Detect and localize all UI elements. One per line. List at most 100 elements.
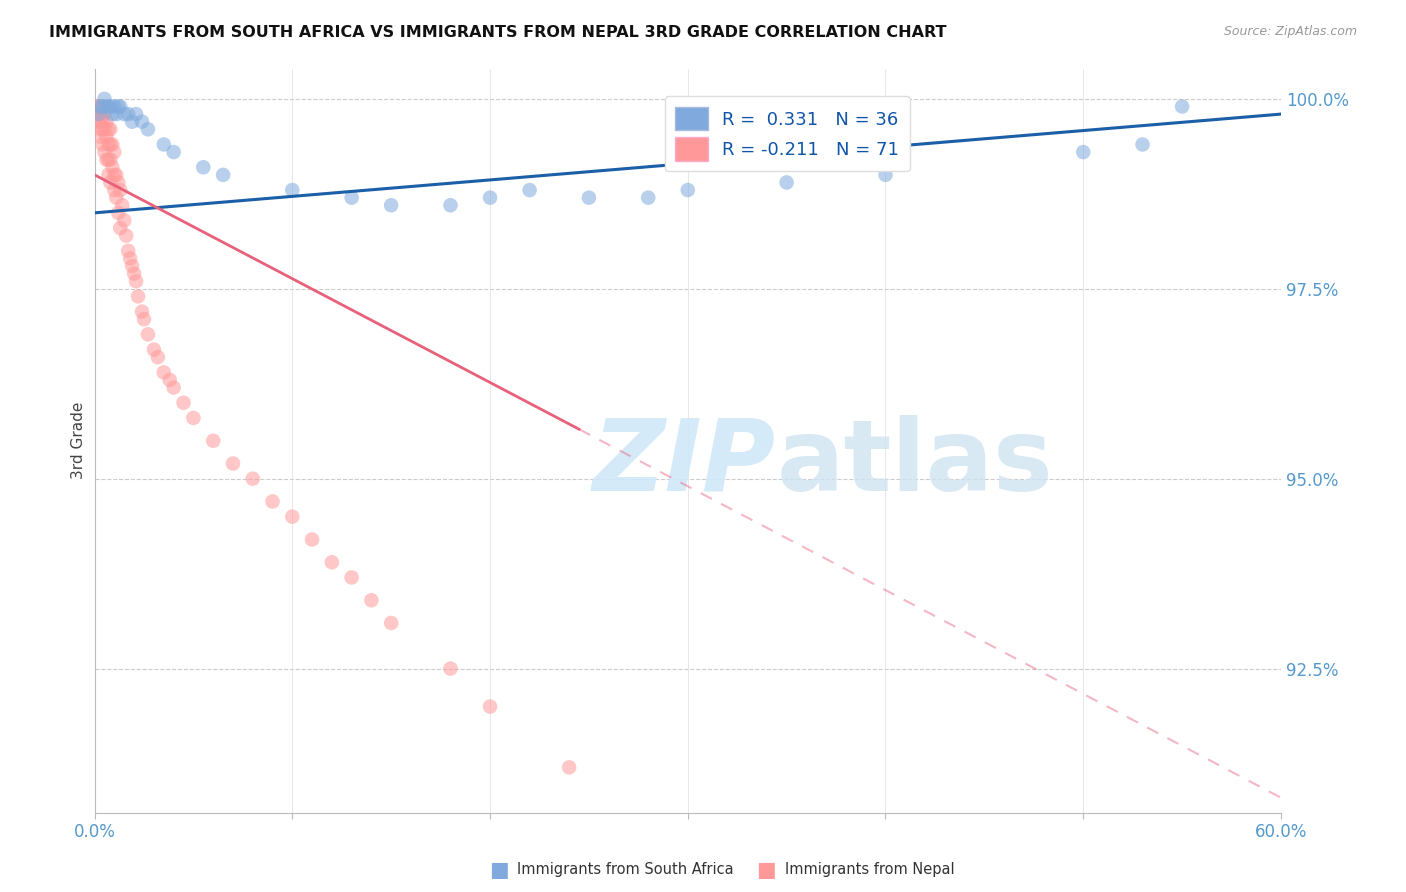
Point: [103, 99, 125, 113]
Point: [110, 99, 132, 113]
Point: [105, 168, 128, 182]
Text: Immigrants from Nepal: Immigrants from Nepal: [785, 863, 955, 877]
Text: Immigrants from South Africa: Immigrants from South Africa: [517, 863, 734, 877]
Point: [101, 137, 124, 152]
Point: [105, 191, 128, 205]
Point: [87, 114, 110, 128]
Point: [142, 343, 165, 357]
Point: [212, 168, 235, 182]
Text: ■: ■: [756, 860, 776, 880]
Point: [117, 244, 139, 258]
Point: [91, 107, 114, 121]
Point: [202, 434, 225, 448]
Point: [103, 145, 125, 159]
Point: [1071, 145, 1094, 159]
Text: IMMIGRANTS FROM SOUTH AFRICA VS IMMIGRANTS FROM NEPAL 3RD GRADE CORRELATION CHAR: IMMIGRANTS FROM SOUTH AFRICA VS IMMIGRAN…: [49, 25, 946, 40]
Legend: R =  0.331   N = 36, R = -0.211   N = 71: R = 0.331 N = 36, R = -0.211 N = 71: [665, 96, 910, 171]
Point: [183, 411, 205, 425]
Point: [122, 267, 145, 281]
Point: [360, 593, 382, 607]
Point: [775, 176, 797, 190]
Point: [127, 289, 149, 303]
Point: [146, 350, 169, 364]
Text: ■: ■: [489, 860, 509, 880]
Point: [131, 304, 153, 318]
Point: [163, 145, 186, 159]
Point: [96, 114, 118, 128]
Point: [96, 129, 118, 144]
Point: [117, 107, 139, 121]
Point: [89, 107, 111, 121]
Point: [1171, 99, 1194, 113]
Point: [115, 228, 138, 243]
Point: [100, 122, 122, 136]
Point: [87, 107, 110, 121]
Text: atlas: atlas: [776, 415, 1053, 511]
Point: [97, 153, 120, 167]
Point: [875, 168, 897, 182]
Text: ZIP: ZIP: [593, 415, 776, 511]
Point: [100, 176, 122, 190]
Point: [89, 114, 111, 128]
Point: [107, 99, 129, 113]
Point: [340, 570, 363, 584]
Point: [439, 662, 461, 676]
Point: [121, 114, 143, 128]
Point: [281, 509, 304, 524]
Point: [439, 198, 461, 212]
Point: [112, 107, 135, 121]
Point: [1132, 137, 1154, 152]
Point: [125, 274, 148, 288]
Point: [91, 122, 114, 136]
Point: [86, 99, 108, 113]
Point: [121, 259, 143, 273]
Point: [380, 615, 402, 630]
Point: [301, 533, 323, 547]
Point: [120, 252, 142, 266]
Point: [131, 114, 153, 128]
Point: [519, 183, 541, 197]
Point: [159, 373, 181, 387]
Point: [96, 99, 118, 113]
Point: [193, 161, 215, 175]
Point: [110, 183, 132, 197]
Point: [173, 395, 195, 409]
Point: [91, 137, 114, 152]
Point: [105, 107, 128, 121]
Point: [479, 699, 502, 714]
Point: [222, 457, 245, 471]
Point: [97, 168, 120, 182]
Point: [321, 555, 343, 569]
Point: [103, 183, 125, 197]
Point: [97, 137, 120, 152]
Point: [86, 107, 108, 121]
Point: [96, 153, 118, 167]
Point: [103, 168, 125, 182]
Point: [93, 107, 115, 121]
Point: [125, 107, 148, 121]
Point: [100, 153, 122, 167]
Y-axis label: 3rd Grade: 3rd Grade: [72, 402, 86, 479]
Point: [97, 122, 120, 136]
Point: [91, 114, 114, 128]
Point: [152, 365, 174, 379]
Point: [340, 191, 363, 205]
Point: [558, 760, 581, 774]
Point: [637, 191, 659, 205]
Point: [111, 198, 134, 212]
Point: [100, 137, 122, 152]
Point: [136, 122, 159, 136]
Point: [578, 191, 600, 205]
Text: Source: ZipAtlas.com: Source: ZipAtlas.com: [1223, 25, 1357, 38]
Point: [152, 137, 174, 152]
Point: [262, 494, 284, 508]
Point: [112, 213, 135, 227]
Point: [89, 122, 111, 136]
Point: [93, 122, 115, 136]
Point: [87, 107, 110, 121]
Point: [89, 99, 111, 113]
Point: [107, 206, 129, 220]
Point: [101, 107, 124, 121]
Point: [91, 99, 114, 113]
Point: [163, 380, 186, 394]
